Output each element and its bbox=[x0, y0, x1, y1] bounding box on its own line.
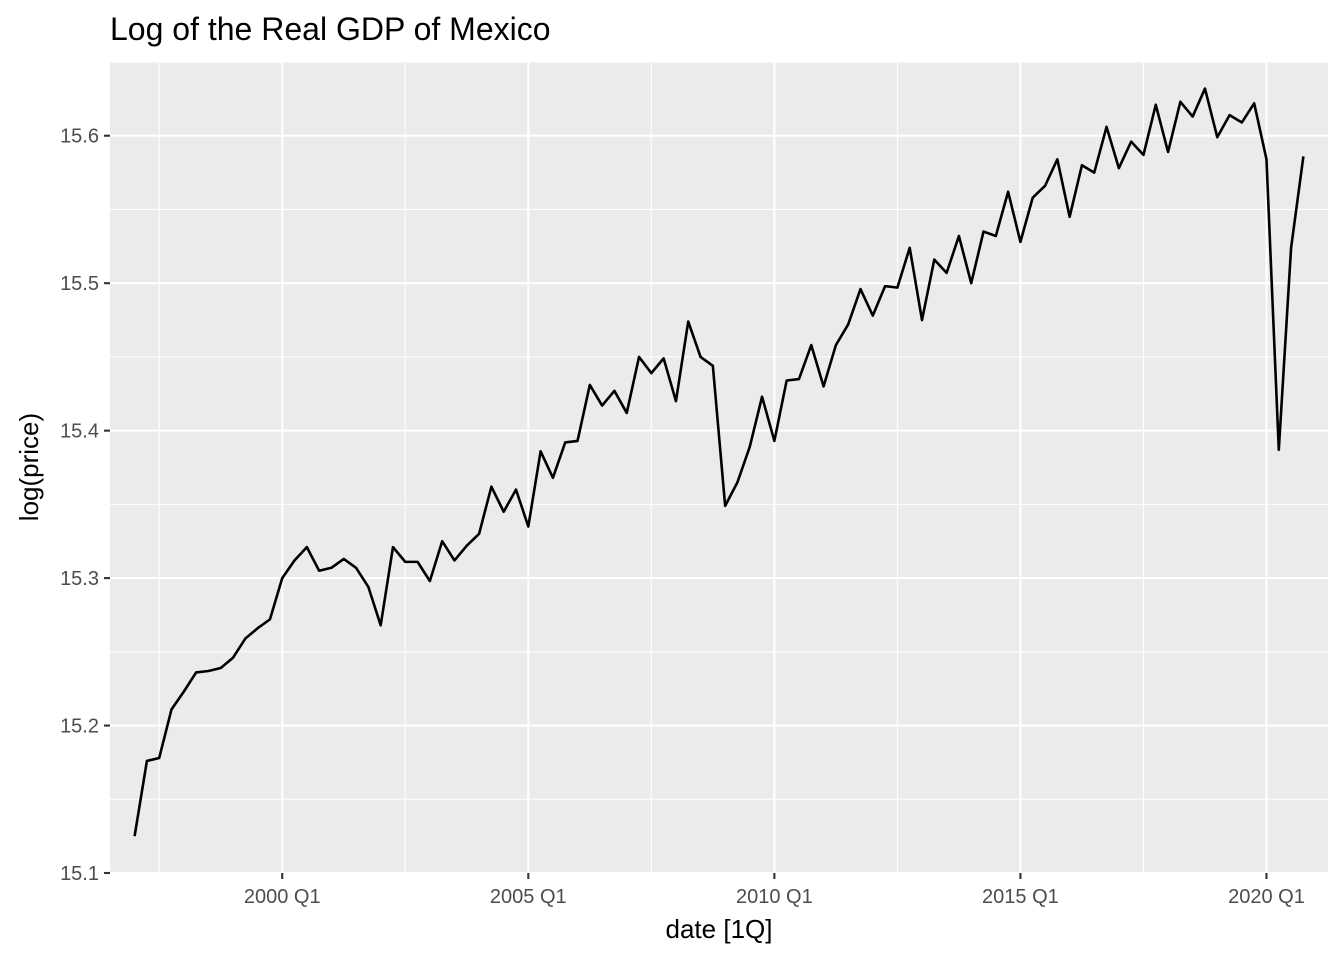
x-tick-label: 2005 Q1 bbox=[490, 886, 567, 908]
x-axis-title: date [1Q] bbox=[666, 914, 773, 944]
y-tick-label: 15.4 bbox=[60, 421, 99, 443]
x-tick-label: 2000 Q1 bbox=[244, 886, 321, 908]
y-tick-label: 15.5 bbox=[60, 273, 99, 295]
y-axis-title: log(price) bbox=[14, 413, 44, 521]
minor-gridlines bbox=[110, 61, 1328, 873]
y-axis: 15.1 15.2 15.3 15.4 15.5 15.6 bbox=[60, 126, 110, 885]
x-tick-label: 2015 Q1 bbox=[982, 886, 1059, 908]
major-gridlines bbox=[110, 62, 1328, 875]
x-axis: 2000 Q1 2005 Q1 2010 Q1 2015 Q1 2020 Q1 bbox=[244, 873, 1305, 908]
y-tick-label: 15.1 bbox=[60, 863, 99, 885]
chart-title: Log of the Real GDP of Mexico bbox=[110, 11, 551, 47]
plot-panel bbox=[110, 62, 1328, 873]
x-tick-label: 2010 Q1 bbox=[736, 886, 813, 908]
y-tick-label: 15.6 bbox=[60, 126, 99, 148]
series-line bbox=[133, 87, 1305, 837]
y-tick-label: 15.2 bbox=[60, 716, 99, 738]
x-tick-label: 2020 Q1 bbox=[1228, 886, 1305, 908]
y-tick-label: 15.3 bbox=[60, 568, 99, 590]
